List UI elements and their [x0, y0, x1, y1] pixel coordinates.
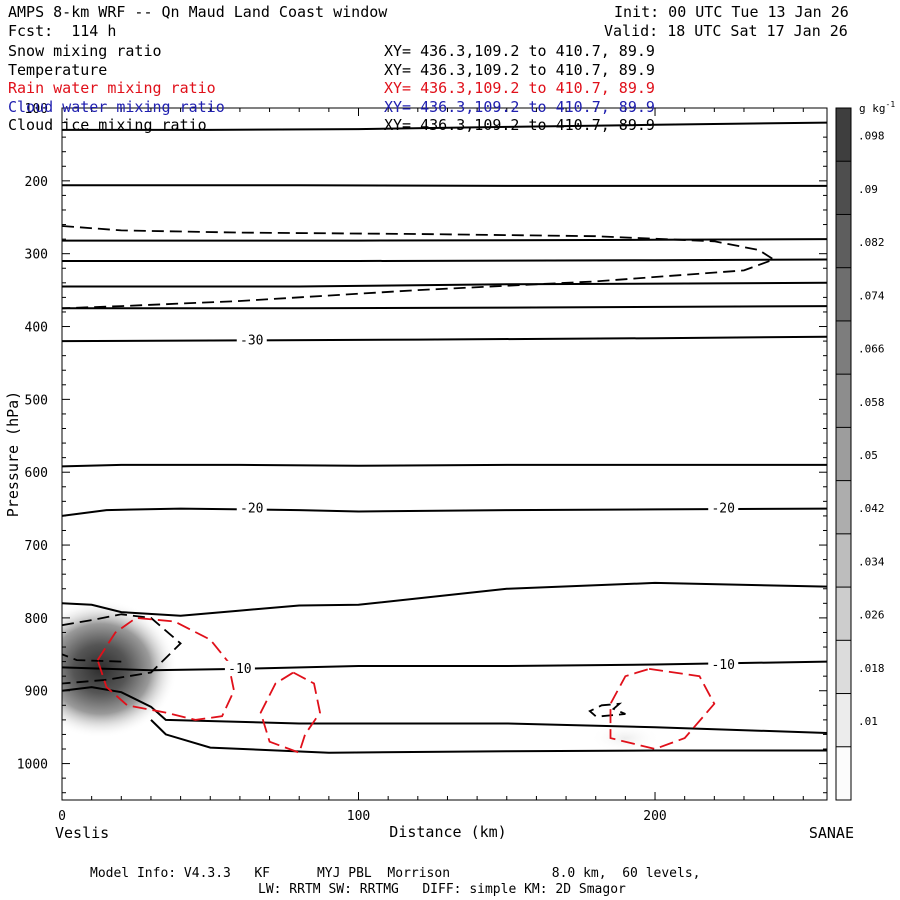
- x-axis-label: Distance (km): [389, 823, 506, 841]
- colorbar-tick-label-9: .082: [858, 236, 885, 249]
- y-tick-label-100: 100: [25, 102, 48, 117]
- colorbar-segment-2: [836, 214, 851, 269]
- y-tick-label-1000: 1000: [17, 758, 48, 773]
- x-tick-label-100: 100: [347, 809, 370, 824]
- temperature-label-0: -30: [240, 333, 263, 348]
- temperature-contour-4: [62, 281, 827, 288]
- colorbar-segment-9: [836, 587, 851, 641]
- temperature-contour-2: [62, 238, 827, 242]
- colorbar-frame: [835, 107, 852, 801]
- temperature-label-2: -20: [711, 502, 734, 517]
- header-valid: Valid: 18 UTC Sat 17 Jan 26: [604, 22, 848, 40]
- field-xy-cloud-water: XY= 436.3,109.2 to 410.7, 89.9: [384, 98, 655, 116]
- colorbar-tick-label-8: .074: [858, 289, 885, 302]
- y-tick-label-200: 200: [25, 175, 48, 190]
- y-tick-label-900: 900: [25, 685, 48, 700]
- snow-contour-1: [62, 225, 776, 310]
- snow-contour-0: [62, 653, 122, 663]
- y-tick-label-700: 700: [25, 539, 48, 554]
- temperature-contour-0: [62, 121, 827, 131]
- y-tick-label-500: 500: [25, 393, 48, 408]
- temperature-label-bg-0: [236, 332, 267, 347]
- colorbar-tick-label-1: .018: [858, 662, 885, 675]
- colorbar-segment-3: [836, 267, 851, 322]
- rain-contour-1: [259, 671, 321, 754]
- snow-contour-3: [588, 702, 626, 718]
- colorbar-segment-7: [836, 480, 851, 535]
- y-tick-label-800: 800: [25, 612, 48, 627]
- colorbar-segment-11: [836, 693, 851, 748]
- temperature-contour-12: [150, 719, 827, 754]
- temperature-contour-8: [62, 507, 827, 517]
- field-name-cloud-water: Cloud water mixing ratio: [8, 98, 225, 116]
- temperature-label-bg-4: [708, 657, 739, 672]
- temperature-contour-9: [62, 581, 827, 617]
- colorbar-segment-5: [836, 374, 851, 428]
- temperature-contour-1: [62, 184, 827, 187]
- field-xy-snow: XY= 436.3,109.2 to 410.7, 89.9: [384, 42, 655, 60]
- end-location-label: SANAE: [809, 824, 854, 842]
- colorbar-segment-0: [836, 108, 851, 162]
- colorbar-tick-label-4: .042: [858, 502, 885, 515]
- field-name-temperature: Temperature: [8, 61, 108, 79]
- colorbar-segment-12: [836, 746, 851, 801]
- colorbar-segment-4: [836, 320, 851, 375]
- colorbar-segment-10: [836, 640, 851, 695]
- colorbar-tick-label-5: .05: [858, 449, 878, 462]
- colorbar-segment-1: [836, 161, 851, 215]
- temperature-contour-5: [62, 305, 827, 310]
- field-name-rain: Rain water mixing ratio: [8, 79, 216, 97]
- plot-frame: [61, 107, 828, 801]
- rain-contour-2: [609, 668, 716, 750]
- colorbar-unit-label: g kg-1: [859, 100, 895, 115]
- header-init: Init: 00 UTC Tue 13 Jan 26: [614, 3, 849, 21]
- temperature-contour-6: [62, 335, 827, 343]
- colorbar-unit-exponent: -1: [886, 100, 896, 109]
- temperature-label-1: -20: [240, 502, 263, 517]
- colorbar-tick-label-10: .09: [858, 183, 878, 196]
- temperature-contour-10: [62, 660, 827, 672]
- y-axis-label: Pressure (hPa): [4, 391, 22, 517]
- footer-model-info: Model Info: V4.3.3 KF MYJ PBL Morrison 8…: [90, 866, 701, 881]
- field-xy-temperature: XY= 436.3,109.2 to 410.7, 89.9: [384, 61, 655, 79]
- y-tick-label-300: 300: [25, 248, 48, 263]
- field-xy-rain: XY= 436.3,109.2 to 410.7, 89.9: [384, 79, 655, 97]
- header-forecast: Fcst: 114 h: [8, 22, 117, 40]
- temperature-contour-3: [62, 258, 827, 262]
- colorbar-tick-label-0: .01: [858, 715, 878, 728]
- x-tick-label-0: 0: [58, 809, 66, 824]
- field-name-cloud-ice: Cloud ice mixing ratio: [8, 116, 207, 134]
- temperature-label-bg-1: [236, 500, 267, 515]
- colorbar-segment-8: [836, 533, 851, 588]
- temperature-contour-7: [62, 463, 827, 468]
- header-title: AMPS 8-km WRF -- Qn Maud Land Coast wind…: [8, 3, 388, 21]
- colorbar-tick-label-6: .058: [858, 396, 885, 409]
- field-xy-cloud-ice: XY= 436.3,109.2 to 410.7, 89.9: [384, 116, 655, 134]
- colorbar-tick-label-11: .098: [858, 130, 885, 143]
- y-tick-label-600: 600: [25, 466, 48, 481]
- colorbar-segment-6: [836, 427, 851, 482]
- field-name-snow: Snow mixing ratio: [8, 42, 162, 60]
- temperature-contour-11: [62, 686, 827, 734]
- y-tick-label-400: 400: [25, 321, 48, 336]
- x-tick-label-200: 200: [643, 809, 666, 824]
- start-location-label: Veslis: [55, 824, 109, 842]
- colorbar-tick-label-3: .034: [858, 555, 885, 568]
- temperature-label-bg-3: [224, 660, 255, 675]
- temperature-label-bg-2: [708, 500, 739, 515]
- colorbar-tick-label-2: .026: [858, 609, 885, 622]
- temperature-label-4: -10: [711, 658, 734, 673]
- snow-contour-2: [62, 613, 182, 685]
- temperature-label-3: -10: [228, 662, 251, 677]
- footer-physics-info: LW: RRTM SW: RRTMG DIFF: simple KM: 2D S…: [258, 882, 626, 897]
- colorbar-tick-label-7: .066: [858, 343, 885, 356]
